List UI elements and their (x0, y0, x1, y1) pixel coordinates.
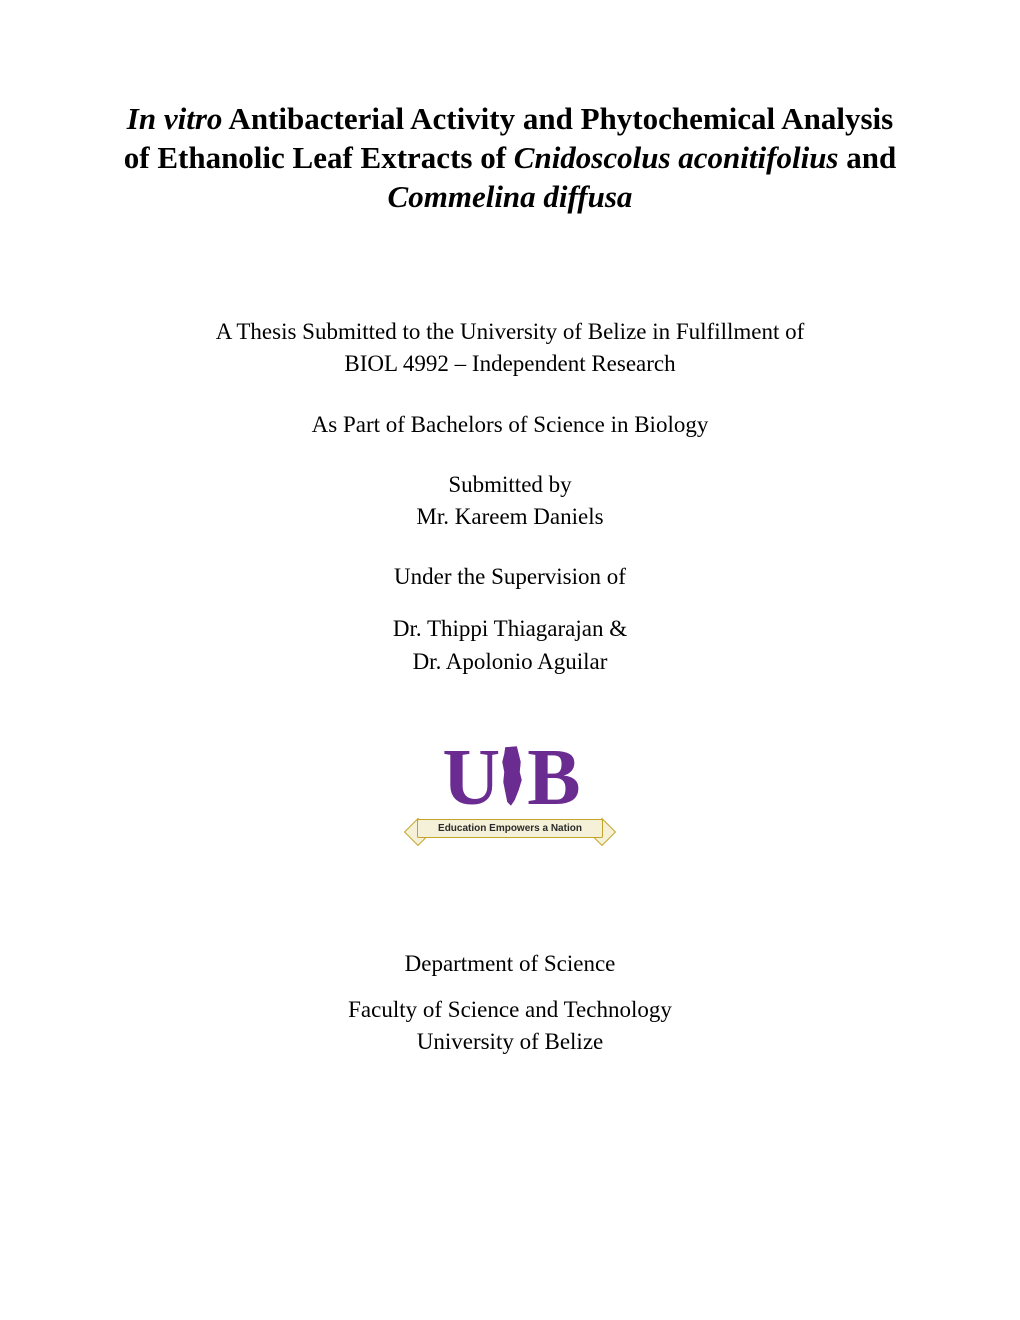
logo-motto: Education Empowers a Nation (417, 819, 603, 838)
submitted-name: Mr. Kareem Daniels (115, 501, 905, 533)
degree-line: As Part of Bachelors of Science in Biolo… (115, 409, 905, 441)
department-line: Department of Science (115, 948, 905, 980)
university-logo: UB Education Empowers a Nation (390, 738, 630, 868)
title-part4: and (839, 140, 897, 175)
logo-container: UB Education Empowers a Nation (115, 738, 905, 868)
thesis-title: In vitro Antibacterial Activity and Phyt… (115, 100, 905, 216)
title-part5: Commelina diffusa (388, 179, 633, 214)
supervisors-block: Dr. Thippi Thiagarajan & Dr. Apolonio Ag… (115, 613, 905, 677)
submission-line1: A Thesis Submitted to the University of … (115, 316, 905, 348)
affiliation-block: Department of Science Faculty of Science… (115, 948, 905, 1059)
logo-letter-b: B (527, 738, 577, 818)
logo-letter-u: U (442, 738, 497, 818)
submitted-label: Submitted by (115, 469, 905, 501)
submission-block: A Thesis Submitted to the University of … (115, 316, 905, 380)
logo-map-icon (497, 743, 527, 808)
supervision-label: Under the Supervision of (115, 561, 905, 593)
submitted-block: Submitted by Mr. Kareem Daniels (115, 469, 905, 533)
logo-letters: UB (442, 738, 577, 818)
supervisor-2: Dr. Apolonio Aguilar (115, 646, 905, 678)
submission-line2: BIOL 4992 – Independent Research (115, 348, 905, 380)
faculty-line: Faculty of Science and Technology (115, 994, 905, 1026)
supervisor-1: Dr. Thippi Thiagarajan & (115, 613, 905, 645)
university-line: University of Belize (115, 1026, 905, 1058)
logo-banner-wrapper: Education Empowers a Nation (390, 818, 630, 838)
title-part1: In vitro (127, 101, 223, 136)
title-part3: Cnidoscolus aconitifolius (514, 140, 839, 175)
